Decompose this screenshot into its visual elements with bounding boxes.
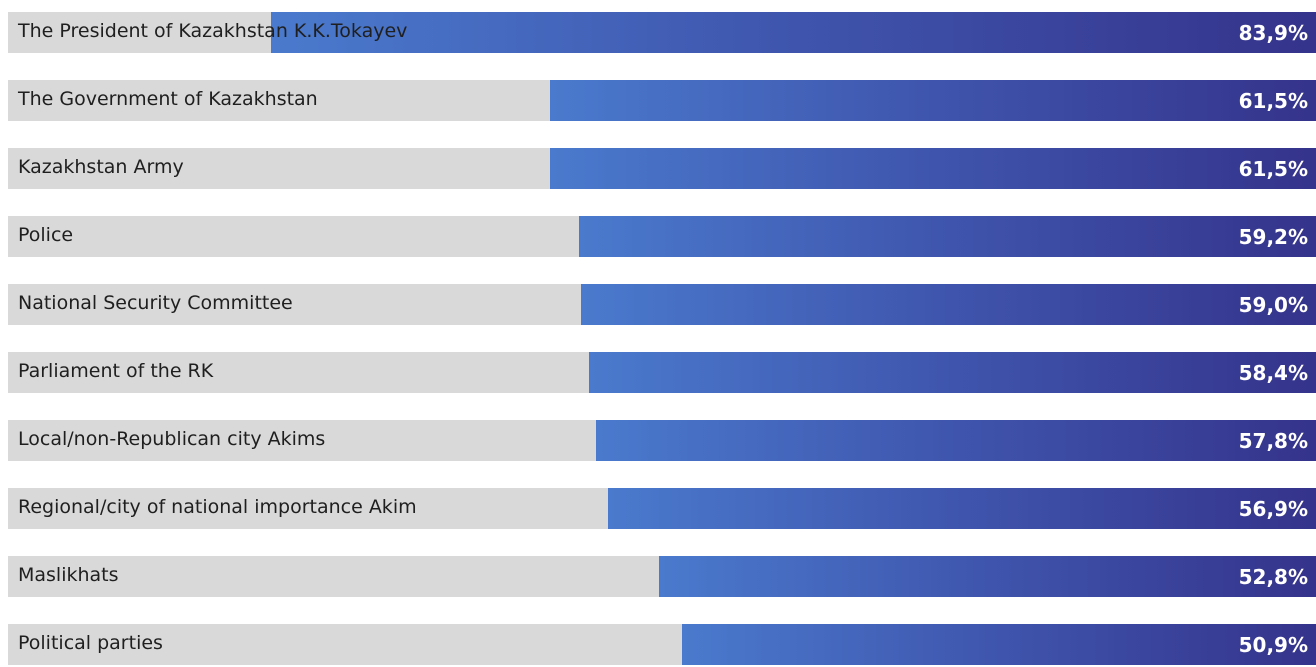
category-label: Regional/city of national importance Aki… — [18, 496, 417, 518]
bar-row: Kazakhstan Army 61,5% — [8, 148, 1316, 189]
bar — [579, 216, 1316, 257]
value-label: 59,0% — [1238, 293, 1308, 317]
value-label: 61,5% — [1238, 157, 1308, 181]
bar-row: Parliament of the RK 58,4% — [8, 352, 1316, 393]
bar-row: National Security Committee 59,0% — [8, 284, 1316, 325]
category-label: The Government of Kazakhstan — [18, 88, 318, 110]
category-label: Maslikhats — [18, 564, 119, 586]
bar — [682, 624, 1316, 665]
value-label: 58,4% — [1238, 361, 1308, 385]
value-label: 52,8% — [1238, 565, 1308, 589]
category-label: Police — [18, 224, 74, 246]
bar — [550, 148, 1316, 189]
category-label: Political parties — [18, 632, 163, 654]
category-label: Local/non-Republican city Akims — [18, 428, 326, 450]
bar-chart: The President of Kazakhstan K.K.Tokayev 8… — [8, 12, 1316, 665]
bar — [596, 420, 1316, 461]
category-label: Parliament of the RK — [18, 360, 214, 382]
bar — [608, 488, 1316, 529]
bar-row: Maslikhats 52,8% — [8, 556, 1316, 597]
category-label: Kazakhstan Army — [18, 156, 184, 178]
bar — [271, 12, 1316, 53]
bar-row: The President of Kazakhstan K.K.Tokayev 8… — [8, 12, 1316, 53]
value-label: 56,9% — [1238, 497, 1308, 521]
bar — [659, 556, 1316, 597]
category-label: National Security Committee — [18, 292, 293, 314]
value-label: 57,8% — [1238, 429, 1308, 453]
bar-row: Regional/city of national importance Aki… — [8, 488, 1316, 529]
value-label: 61,5% — [1238, 89, 1308, 113]
bar — [589, 352, 1316, 393]
value-label: 50,9% — [1238, 633, 1308, 657]
value-label: 83,9% — [1238, 21, 1308, 45]
bar-row: Police 59,2% — [8, 216, 1316, 257]
bar-row: The Government of Kazakhstan 61,5% — [8, 80, 1316, 121]
bar-row: Local/non-Republican city Akims 57,8% — [8, 420, 1316, 461]
category-label: The President of Kazakhstan K.K.Tokayev — [18, 20, 408, 42]
bar — [550, 80, 1316, 121]
value-label: 59,2% — [1238, 225, 1308, 249]
bar — [581, 284, 1316, 325]
bar-row: Political parties 50,9% — [8, 624, 1316, 665]
